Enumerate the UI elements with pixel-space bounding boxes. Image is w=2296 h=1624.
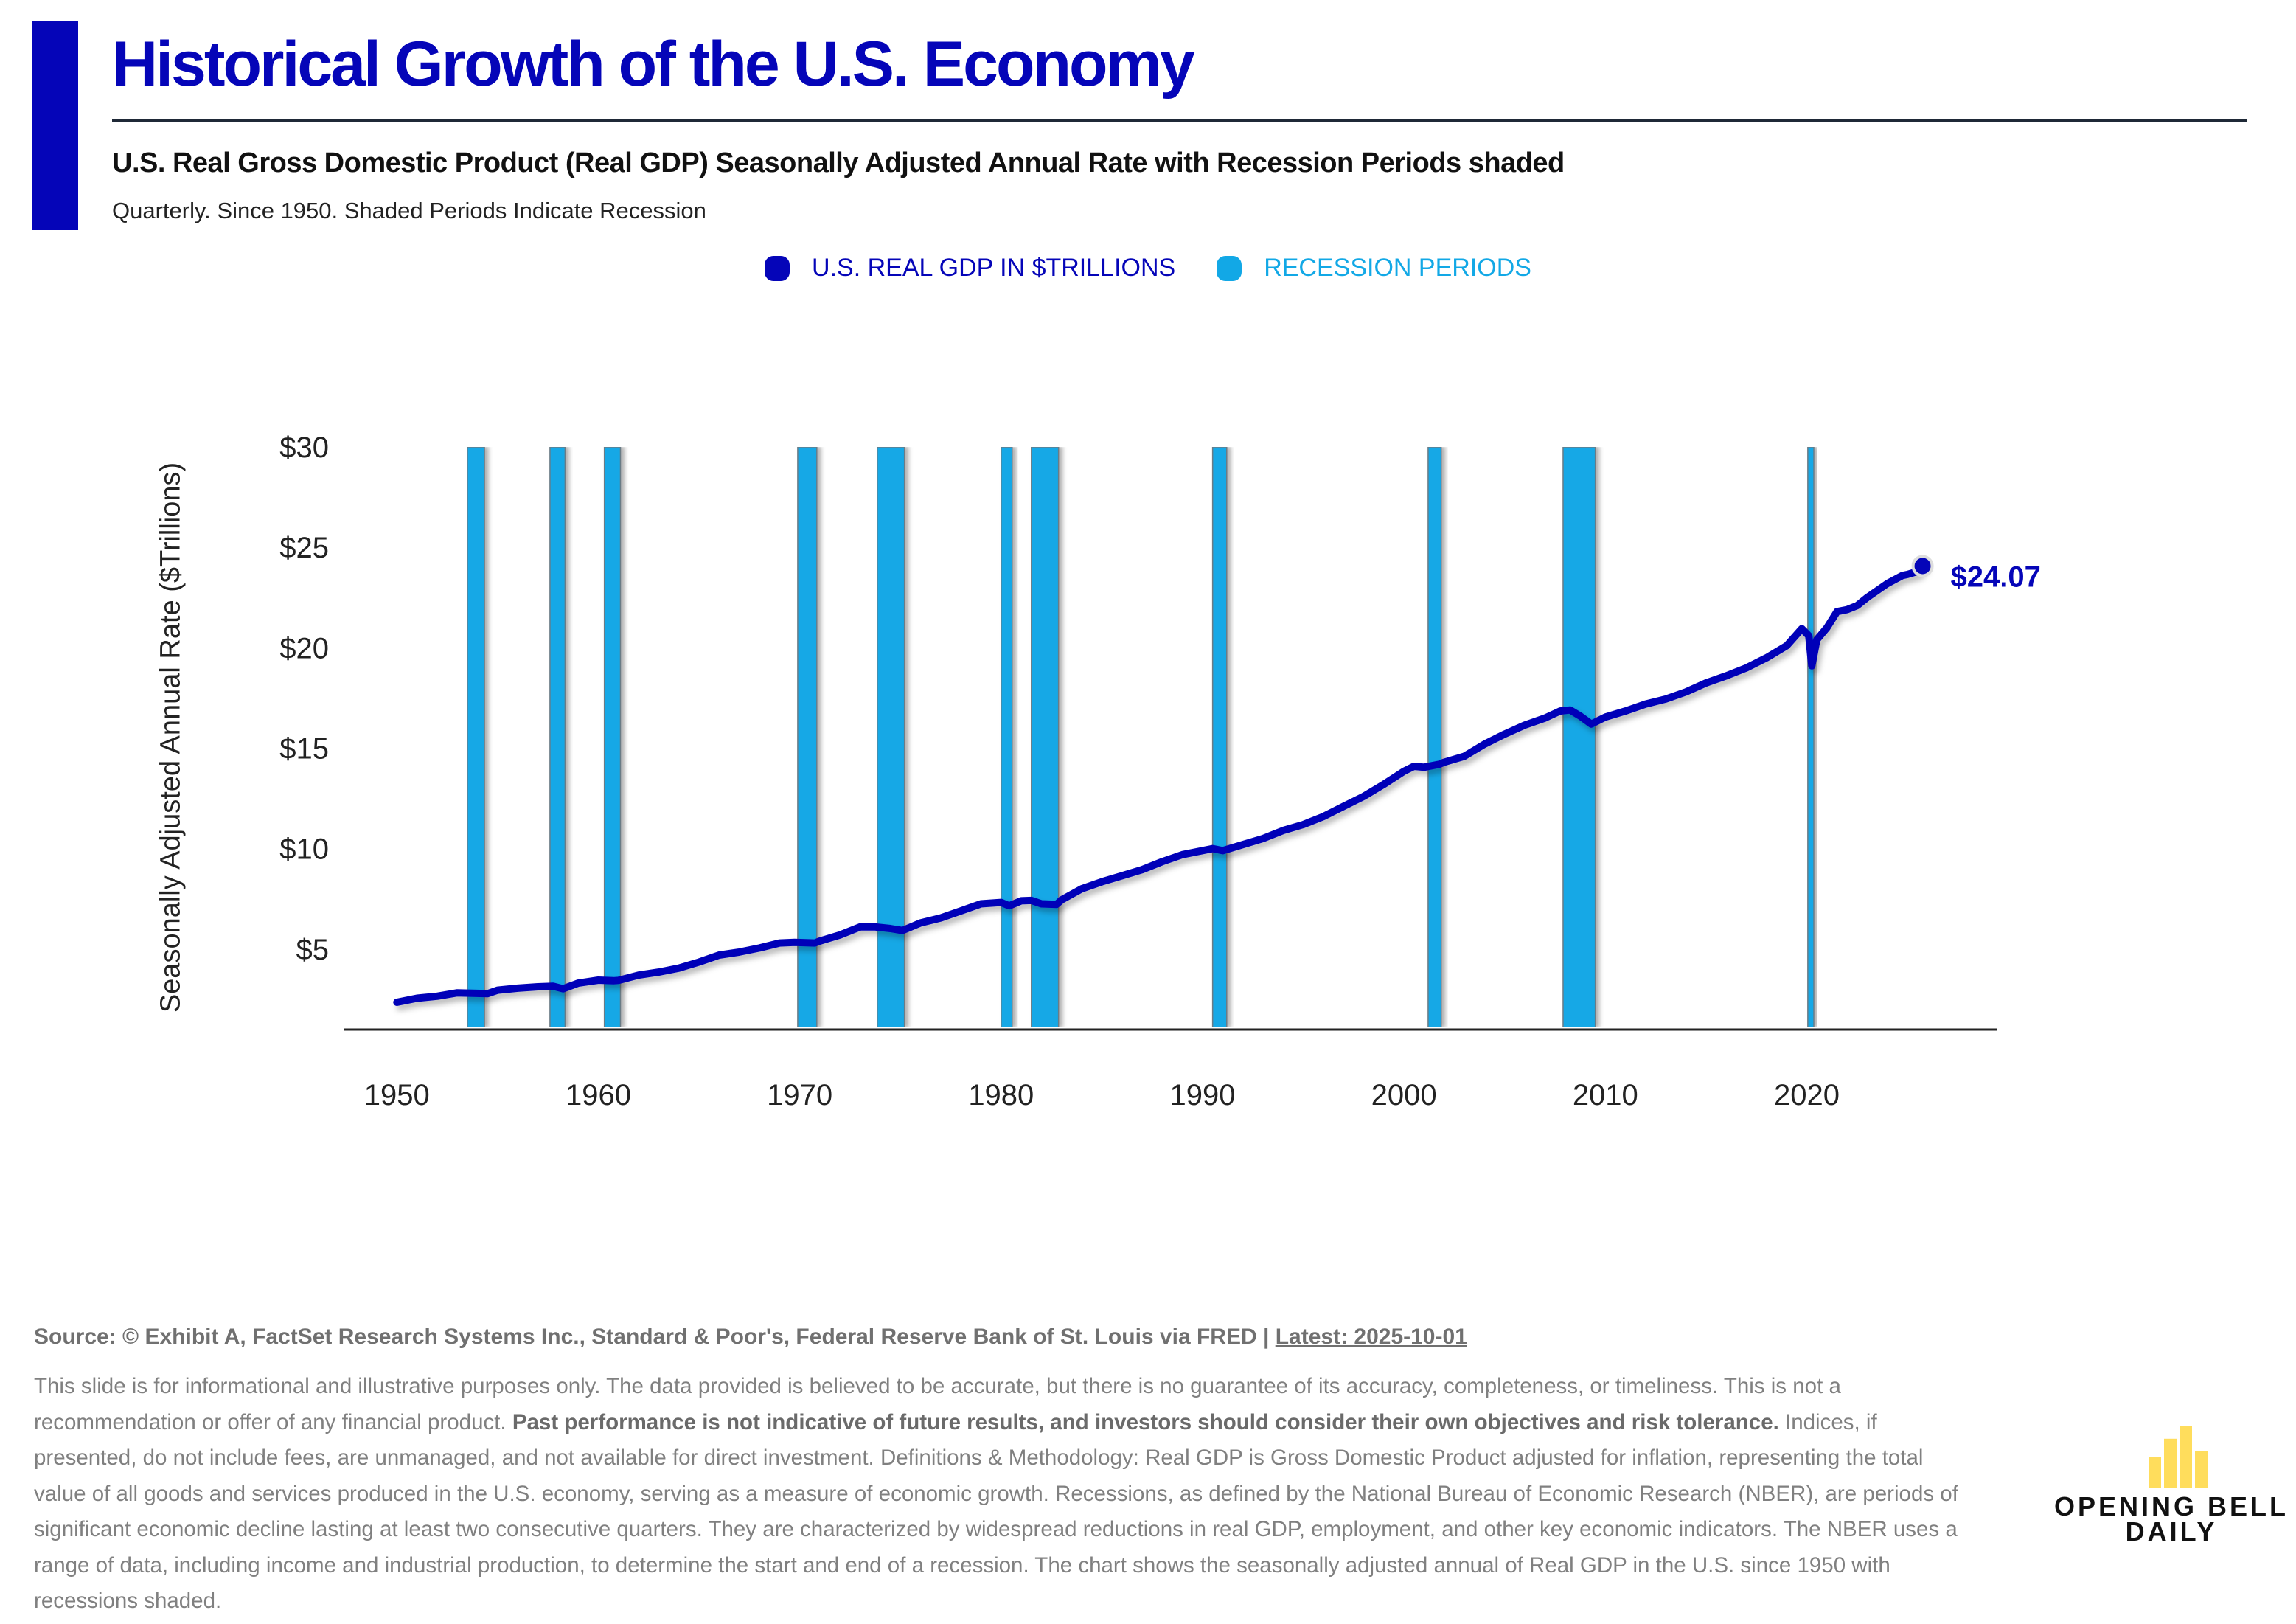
- source-line: Source: © Exhibit A, FactSet Research Sy…: [34, 1325, 1467, 1350]
- disclaimer: This slide is for informational and illu…: [34, 1369, 1980, 1620]
- recession-band: [1031, 446, 1060, 1028]
- legend-label-gdp: U.S. REAL GDP IN $TRILLIONS: [812, 254, 1176, 282]
- x-tick-label: 1990: [1169, 1079, 1235, 1111]
- recession-band: [1211, 446, 1228, 1028]
- legend-swatch-recession: [1217, 255, 1242, 281]
- title-divider: [112, 119, 2247, 122]
- recession-band: [797, 446, 818, 1028]
- gdp-latest-point: [1911, 555, 1934, 577]
- logo-bar: [2180, 1426, 2192, 1488]
- y-tick-label: $30: [279, 431, 329, 464]
- gdp-latest-label: $24.07: [1951, 561, 2041, 593]
- opening-bell-daily-logo: OPENING BELL DAILY: [2050, 1423, 2293, 1549]
- recession-band: [877, 446, 905, 1028]
- logo-bar: [2195, 1451, 2208, 1488]
- latest-date-link[interactable]: Latest: 2025-10-01: [1275, 1325, 1467, 1349]
- x-tick-label: 2020: [1774, 1079, 1840, 1111]
- x-tick-label: 1950: [364, 1079, 430, 1111]
- source-text: Source: © Exhibit A, FactSet Research Sy…: [34, 1325, 1276, 1349]
- recession-band: [603, 446, 622, 1028]
- logo-bar: [2164, 1438, 2177, 1488]
- y-tick-label: $25: [279, 532, 329, 564]
- x-tick-label: 1980: [968, 1079, 1034, 1111]
- x-tick-label: 1960: [566, 1079, 631, 1111]
- gdp-series-line: [393, 562, 1927, 1006]
- recession-band: [467, 446, 485, 1028]
- gdp-chart: 1950 1960 1970 1980 1990 2000 2010 2020 $5 $10 $1…: [279, 431, 2041, 1111]
- recession-bands: [467, 446, 1815, 1028]
- y-tick-label: $20: [279, 632, 329, 664]
- page-title: Historical Growth of the U.S. Economy: [112, 29, 1195, 100]
- legend-item-gdp: U.S. REAL GDP IN $TRILLIONS: [765, 254, 1175, 282]
- recession-band: [1807, 446, 1815, 1028]
- logo-bar: [2149, 1457, 2161, 1488]
- legend-label-recession: RECESSION PERIODS: [1264, 254, 1531, 282]
- legend-item-recession: RECESSION PERIODS: [1217, 254, 1531, 282]
- disclaimer-text-2: Indices, if presented, do not include fe…: [34, 1409, 1958, 1614]
- title-accent-bar: [32, 21, 78, 230]
- logo-bars-icon: [2149, 1426, 2208, 1488]
- recession-band: [1427, 446, 1442, 1028]
- x-tick-labels: 1950 1960 1970 1980 1990 2000 2010 2020: [364, 1079, 1840, 1111]
- x-tick-label: 2000: [1371, 1079, 1437, 1111]
- y-tick-label: $10: [279, 833, 329, 866]
- y-tick-label: $5: [296, 934, 330, 966]
- recession-band: [1562, 446, 1596, 1028]
- disclaimer-text-1: This slide is for informational and illu…: [34, 1374, 1841, 1434]
- logo-text-line1: OPENING BELL: [2053, 1491, 2289, 1521]
- recession-band: [549, 446, 566, 1028]
- chart-note: Quarterly. Since 1950. Shaded Periods In…: [112, 198, 706, 223]
- disclaimer-bold: Past performance is not indicative of fu…: [512, 1409, 1779, 1434]
- y-tick-label: $15: [279, 732, 329, 765]
- recession-band: [1001, 446, 1013, 1028]
- y-tick-labels: $5 $10 $15 $20 $25 $30: [279, 431, 329, 966]
- legend: U.S. REAL GDP IN $TRILLIONS RECESSION PE…: [0, 254, 2296, 282]
- legend-swatch-gdp: [765, 255, 790, 281]
- chart-subtitle: U.S. Real Gross Domestic Product (Real G…: [112, 148, 1565, 178]
- logo-text-line2: DAILY: [2125, 1516, 2218, 1547]
- x-tick-label: 1970: [767, 1079, 832, 1111]
- x-tick-label: 2010: [1573, 1079, 1638, 1111]
